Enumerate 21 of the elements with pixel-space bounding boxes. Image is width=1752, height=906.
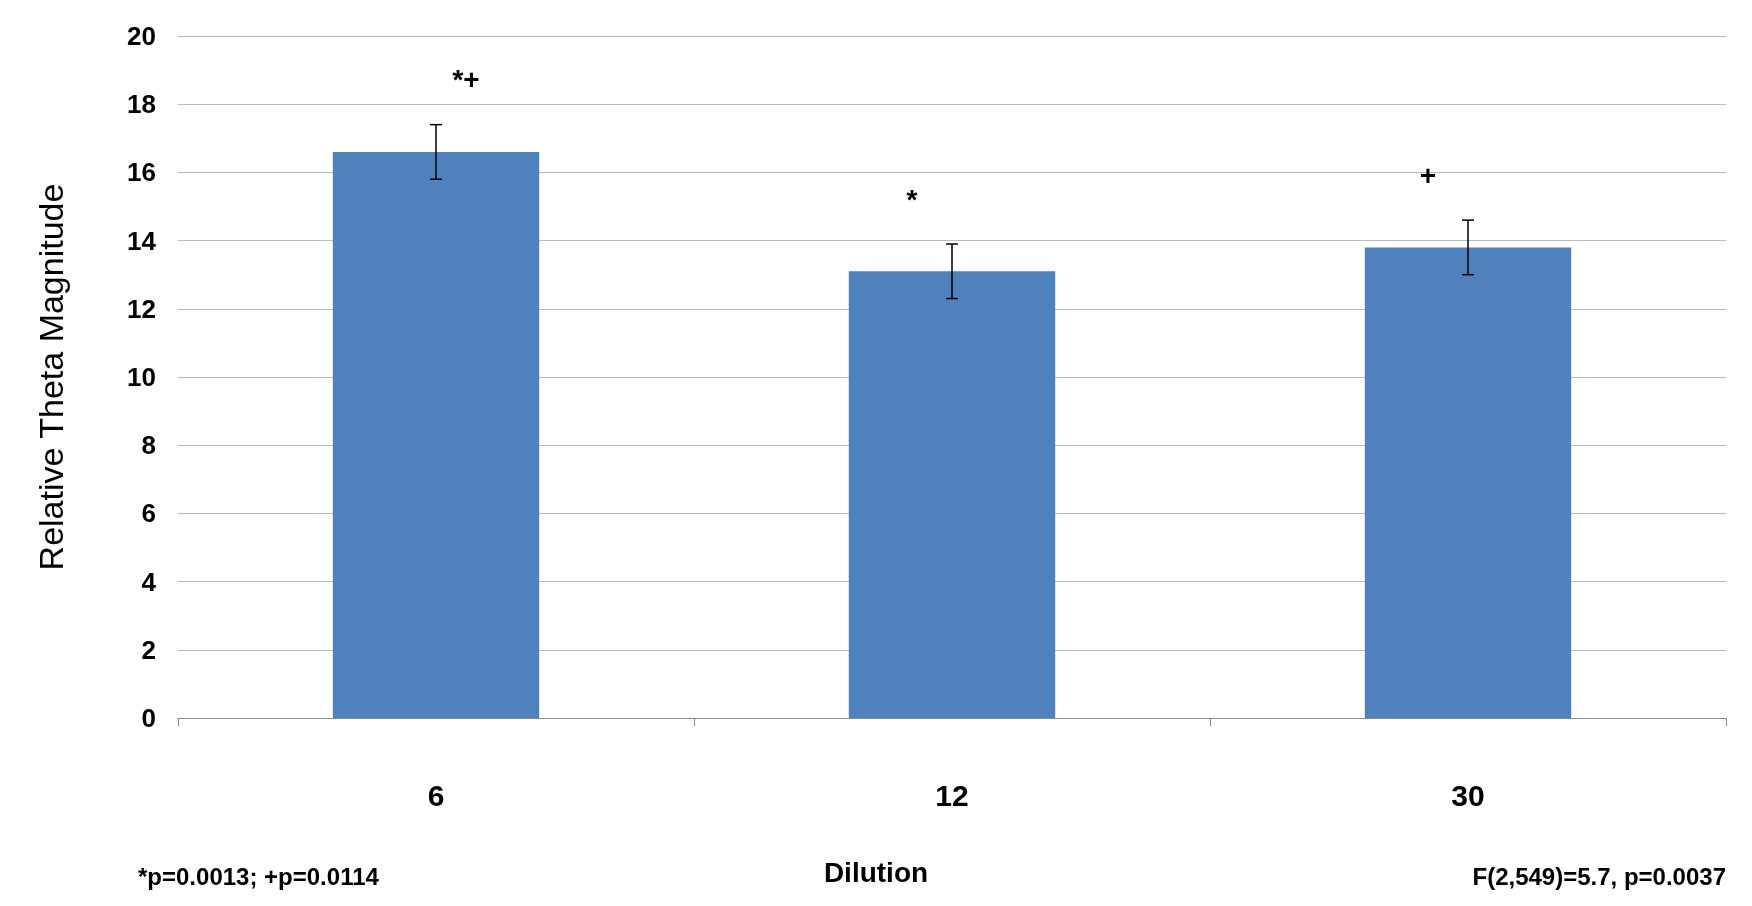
annotation: *+: [452, 64, 480, 96]
y-tick-label: 0: [141, 703, 156, 733]
y-tick-label: 14: [127, 225, 157, 256]
y-tick-label: 4: [141, 566, 157, 597]
x-tick-label: 12: [935, 778, 969, 812]
x-tick-label: 30: [1451, 778, 1485, 812]
x-tick-label: 6: [427, 778, 445, 812]
y-tick-label: 2: [141, 634, 156, 665]
y-tick-label: 12: [127, 293, 156, 324]
text: *p=0.0013; +p=0.0114: [138, 862, 380, 890]
annotation: *: [906, 183, 918, 215]
y-tick-label: 16: [127, 157, 156, 188]
y-tick-label: 6: [141, 498, 156, 529]
y-tick-label: 10: [127, 362, 156, 392]
x-axis-title: Dilution: [823, 856, 929, 888]
y-tick-label: 18: [127, 89, 156, 120]
y-tick-label: 20: [127, 21, 156, 51]
annotation: +: [1419, 159, 1437, 191]
y-tick-label: 8: [141, 430, 156, 461]
text: F(2,549)=5.7, p=0.0037: [1472, 862, 1726, 890]
y-axis-title: Relative Theta Magnitude: [32, 183, 70, 571]
